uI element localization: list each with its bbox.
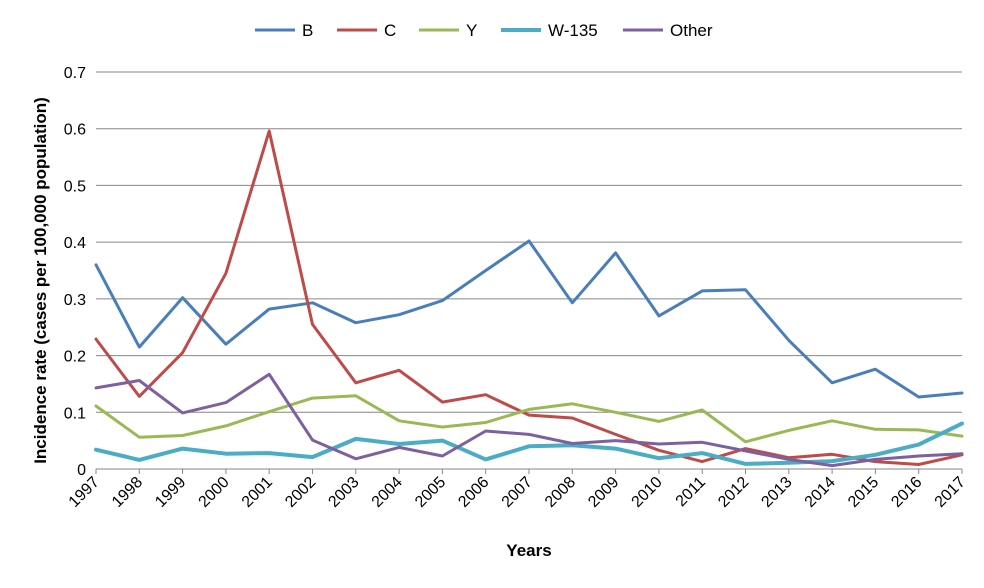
x-tick-label: 2006: [455, 474, 492, 511]
x-tick-label: 2016: [888, 474, 925, 511]
x-tick-label: 2005: [412, 474, 449, 511]
y-axis-title: Incidence rate (cases per 100,000 popula…: [31, 97, 50, 464]
x-tick-label: 2007: [499, 474, 536, 511]
x-tick-label: 1999: [152, 474, 189, 511]
y-tick-label: 0: [77, 462, 86, 479]
x-tick-label: 1997: [66, 474, 103, 511]
y-tick-label: 0.7: [64, 65, 86, 82]
legend-label-c: C: [384, 21, 396, 40]
series-line-c: [94, 129, 964, 466]
x-tick-label: 1998: [109, 474, 146, 511]
x-tick-label: 2014: [802, 474, 839, 511]
chart-series: [94, 129, 964, 468]
series-line-y: [94, 394, 964, 444]
y-tick-label: 0.5: [64, 178, 86, 195]
x-tick-label: 2012: [715, 474, 752, 511]
legend-label-y: Y: [466, 21, 477, 40]
y-tick-label: 0.4: [64, 235, 86, 252]
y-tick-label: 0.1: [64, 405, 86, 422]
x-tick-label: 2003: [325, 474, 362, 511]
series-line-w-135: [94, 421, 964, 466]
x-tick-label: 2013: [758, 474, 795, 511]
x-tick-label: 2000: [196, 474, 233, 511]
y-tick-label: 0.6: [64, 122, 86, 139]
x-tick-label: 2001: [239, 474, 276, 511]
legend-label-b: B: [302, 21, 313, 40]
x-axis-title: Years: [506, 541, 551, 560]
chart-legend: B C Y W-135 Other: [255, 21, 713, 40]
legend-label-w-135: W-135: [548, 21, 598, 40]
x-tick-label: 2010: [629, 474, 666, 511]
legend-label-other: Other: [670, 21, 713, 40]
x-tick-label: 2002: [282, 474, 319, 511]
y-tick-label: 0.2: [64, 349, 86, 366]
x-tick-label: 2009: [585, 474, 622, 511]
x-tick-label: 2017: [932, 474, 969, 511]
series-line-b: [94, 239, 964, 399]
x-tick-label: 2011: [673, 474, 709, 510]
series-line-other: [94, 372, 964, 468]
x-tick-label: 2015: [845, 474, 882, 511]
y-tick-label: 0.3: [64, 292, 86, 309]
x-tick-label: 2004: [369, 474, 406, 511]
x-tick-label: 2008: [542, 474, 579, 511]
